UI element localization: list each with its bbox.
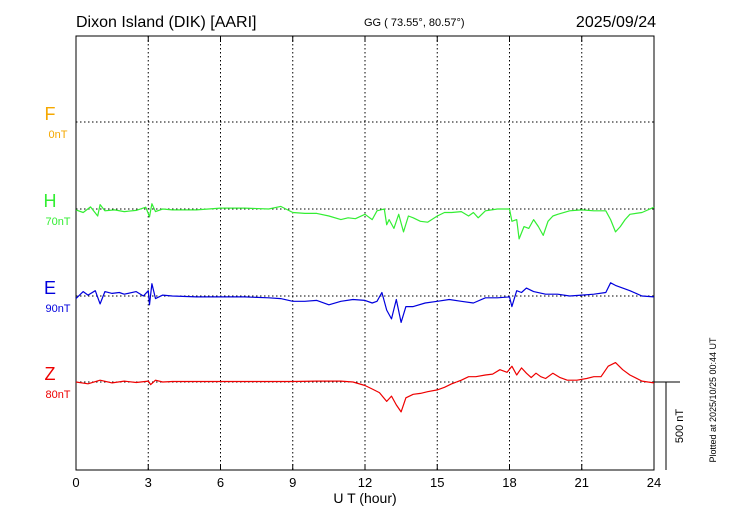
x-tick-label: 24 bbox=[647, 475, 661, 490]
series-baseline-e: 90nT bbox=[45, 303, 70, 315]
scale-bar: 500 nT bbox=[654, 381, 686, 470]
x-tick-label: 12 bbox=[358, 475, 372, 490]
series-labels: F 0nT H 70nT E 90nT Z 80nT bbox=[44, 104, 71, 401]
series-lines bbox=[75, 203, 655, 413]
scale-bar-label: 500 nT bbox=[674, 409, 686, 444]
x-tick-label: 18 bbox=[502, 475, 516, 490]
series-name-z: Z bbox=[45, 364, 56, 384]
series-baseline-f: 0nT bbox=[49, 129, 68, 141]
x-tick-label: 6 bbox=[217, 475, 224, 490]
x-tick-label: 15 bbox=[430, 475, 444, 490]
series-baseline-h: 70nT bbox=[45, 216, 70, 228]
station-title: Dixon Island (DIK) [AARI] bbox=[76, 14, 257, 31]
series-name-f: F bbox=[45, 104, 56, 124]
x-axis-label: U T (hour) bbox=[333, 490, 396, 506]
series-line-z bbox=[75, 362, 655, 413]
coords-label: GG ( 73.55°, 80.57°) bbox=[364, 17, 465, 29]
grid-lines bbox=[76, 36, 654, 470]
x-tick-label: 3 bbox=[145, 475, 152, 490]
series-name-h: H bbox=[44, 191, 57, 211]
date-label: 2025/09/24 bbox=[576, 14, 656, 31]
plotted-note: Plotted at 2025/10/25 00:44 UT bbox=[708, 337, 718, 463]
x-tick-label: 21 bbox=[575, 475, 589, 490]
series-line-h bbox=[75, 203, 655, 240]
x-tick-label: 0 bbox=[72, 475, 79, 490]
x-tick-label: 9 bbox=[289, 475, 296, 490]
x-axis: 0 3 6 9 12 15 18 21 24 bbox=[72, 36, 661, 490]
series-name-e: E bbox=[44, 278, 56, 298]
series-line-e bbox=[75, 282, 655, 323]
series-baseline-z: 80nT bbox=[45, 389, 70, 401]
